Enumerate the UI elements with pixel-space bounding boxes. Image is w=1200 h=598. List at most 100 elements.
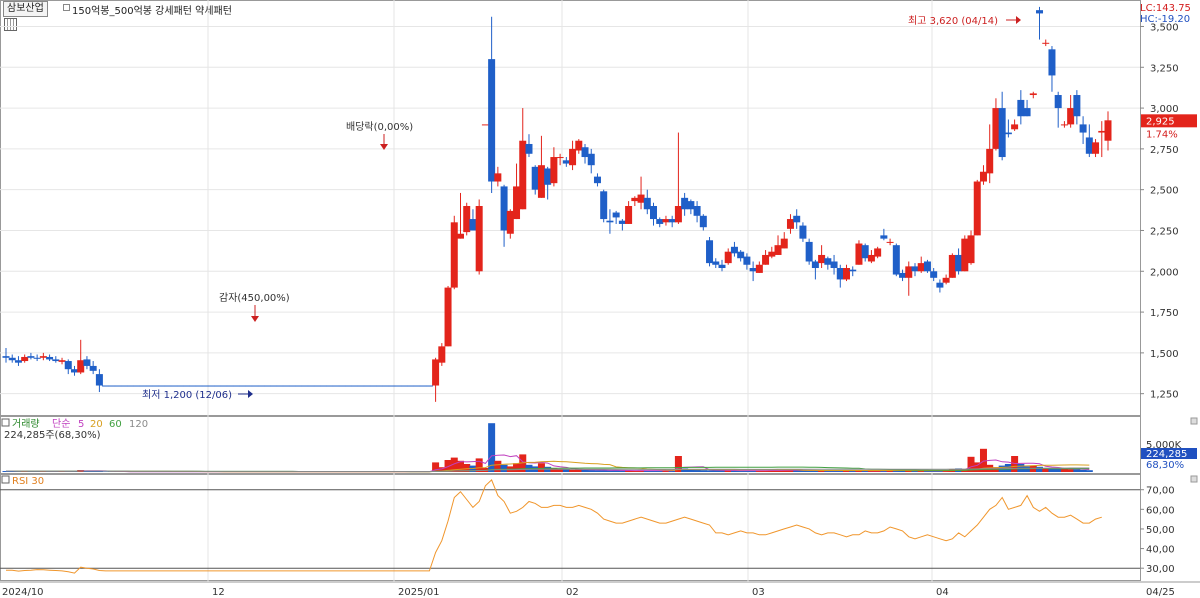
rsi-tick-label: 70,00	[1146, 486, 1175, 497]
candle-body	[973, 181, 981, 236]
candle-body	[127, 385, 135, 387]
candle-body	[1092, 142, 1100, 154]
candle-body	[21, 356, 29, 362]
volume-bar	[849, 470, 857, 472]
candle-body	[376, 385, 384, 387]
candle-body	[830, 261, 838, 269]
candle-body	[612, 212, 620, 218]
volume-bar	[556, 468, 564, 472]
candle-body	[1085, 137, 1093, 154]
candle-body	[245, 385, 253, 387]
volume-bar	[892, 470, 900, 472]
price-tick-label: 1,250	[1150, 390, 1179, 401]
volume-bar	[899, 470, 907, 472]
candle-body	[880, 235, 888, 239]
candle-body	[855, 243, 863, 265]
volume-bar	[1036, 466, 1044, 472]
candle-body	[70, 369, 78, 373]
candle-body	[170, 385, 178, 387]
candle-body	[519, 140, 527, 210]
candle-body	[1011, 124, 1019, 130]
volume-legend-period: 20	[90, 419, 103, 430]
candle-body	[886, 241, 894, 243]
candle-body	[27, 356, 35, 358]
volume-legend-title: 거래량	[12, 418, 40, 430]
candle-body	[488, 59, 496, 182]
time-tick-label: 2024/10	[2, 587, 44, 598]
candle-body	[1036, 10, 1044, 14]
volume-bar	[625, 470, 633, 472]
volume-bar	[786, 470, 794, 472]
candle-body	[967, 235, 975, 264]
volume-bar	[917, 470, 925, 472]
price-tick-label: 1,500	[1150, 349, 1179, 360]
volume-bar	[699, 470, 707, 472]
option-checkbox[interactable]	[63, 4, 70, 11]
candle-body	[699, 215, 707, 228]
candle-body	[189, 385, 197, 387]
volume-bar	[2, 471, 10, 472]
candle-body	[911, 266, 919, 272]
candle-body	[867, 254, 875, 262]
candle-body	[201, 385, 209, 387]
rsi-tick-label: 40,00	[1146, 545, 1175, 556]
grid-icon[interactable]	[4, 18, 17, 31]
candle-body	[861, 245, 869, 259]
candle-body	[625, 206, 633, 224]
volume-legend-ma-label: 단순	[52, 418, 70, 430]
candle-body	[95, 374, 103, 386]
time-tick-label: 02	[566, 587, 579, 598]
candle-body	[257, 385, 265, 387]
volume-bar	[824, 470, 832, 472]
candle-body	[288, 385, 296, 387]
volume-bar	[1067, 469, 1075, 472]
volume-bar	[1073, 469, 1081, 472]
volume-bar	[681, 468, 689, 472]
volume-bar	[836, 470, 844, 472]
candle-body	[183, 385, 191, 387]
candle-body	[1029, 93, 1037, 96]
volume-bar	[612, 470, 620, 472]
volume-axis-label: 5,000K	[1146, 440, 1182, 451]
volume-bar	[749, 470, 757, 472]
current-change-value: 1.74%	[1146, 129, 1178, 140]
volume-bar	[606, 470, 614, 472]
volume-bar	[1042, 468, 1050, 472]
candle-body	[1004, 132, 1012, 135]
candle-body	[120, 385, 128, 387]
candle-body	[64, 361, 72, 370]
volume-bar	[942, 470, 950, 472]
volume-bar	[650, 470, 658, 472]
volume-bar	[1060, 468, 1068, 472]
candle-body	[419, 385, 427, 387]
candle-body	[874, 248, 882, 257]
candle-body	[662, 219, 670, 223]
volume-bar	[438, 467, 446, 472]
candle-body	[755, 264, 763, 273]
candle-body	[151, 385, 159, 387]
capital-reduction-arrowhead	[251, 316, 259, 322]
volume-ma-line	[6, 467, 1090, 472]
stock-name-box[interactable]: 삼보산업	[3, 1, 48, 17]
rsi-tick-label: 30,00	[1146, 564, 1175, 575]
candle-body	[438, 346, 446, 363]
volume-bar	[706, 470, 714, 472]
low-price-label: 최저 1,200 (12/06)	[142, 389, 232, 401]
volume-current-value: 224,285	[1146, 449, 1187, 460]
candle-body	[351, 385, 359, 387]
candle-body	[768, 251, 776, 257]
rsi-tick-label: 60,00	[1146, 505, 1175, 516]
volume-bar	[500, 464, 508, 472]
candle-body	[456, 233, 464, 239]
candle-body	[500, 186, 508, 231]
candle-body	[444, 287, 452, 347]
volume-bar	[730, 470, 738, 472]
volume-bar	[930, 470, 938, 472]
volume-bar	[581, 469, 589, 472]
volume-bar	[923, 470, 931, 472]
candle-body	[786, 219, 794, 229]
volume-bar	[724, 470, 732, 472]
candle-body	[544, 168, 552, 185]
capital-reduction-label: 감자(450,00%)	[219, 292, 290, 304]
candle-body	[600, 191, 608, 220]
